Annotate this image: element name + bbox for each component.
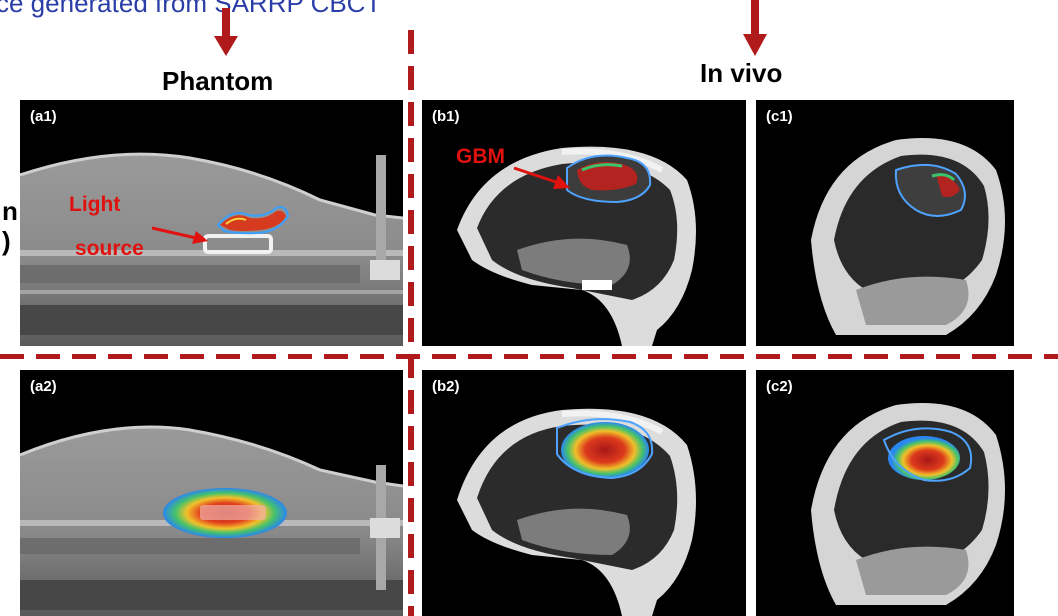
panel-label-a1: (a1) (30, 108, 57, 125)
in-vivo-ct-image (457, 146, 696, 346)
left-text-fragment-2: ) (2, 226, 11, 256)
down-arrow-icon (743, 0, 767, 56)
phantom-dose-image (20, 425, 403, 616)
panel-label-c2: (c2) (766, 378, 793, 395)
panel-c1: (c1) (756, 100, 1014, 346)
panel-a1: (a1) (20, 100, 403, 346)
top-caption: ce generated from SARRP CBCT (0, 0, 382, 18)
panel-c2: (c2) (756, 370, 1014, 616)
phantom-ct-image (20, 152, 403, 346)
down-arrow-icon (214, 8, 238, 56)
panel-b1: (b1) (422, 100, 746, 346)
heading-phantom: Phantom (162, 66, 274, 96)
vertical-divider (408, 30, 414, 616)
panel-label-b1: (b1) (432, 108, 460, 125)
annotation-light-line2: source (75, 237, 144, 260)
panel-b2: (b2) (422, 370, 746, 616)
in-vivo-ct-image (811, 138, 1005, 335)
horizontal-divider (0, 354, 1058, 359)
in-vivo-dose-image (457, 408, 696, 616)
panel-label-a2: (a2) (30, 378, 57, 395)
panel-a2: (a2) (20, 370, 403, 616)
annotation-light-line1: Light (69, 193, 121, 216)
pointer-arrow-icon (513, 166, 570, 189)
heading-in-vivo: In vivo (700, 58, 783, 88)
pointer-arrow-icon (151, 226, 208, 244)
annotation-gbm: GBM (456, 145, 505, 168)
panel-label-c1: (c1) (766, 108, 793, 125)
in-vivo-dose-image (811, 403, 1005, 605)
panel-label-b2: (b2) (432, 378, 460, 395)
left-text-fragment-1: n (2, 196, 18, 226)
